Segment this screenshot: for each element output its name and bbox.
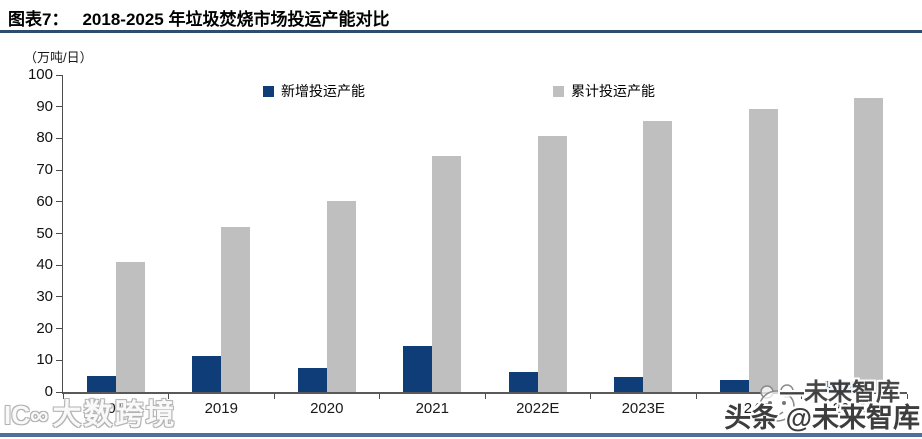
y-axis-tick — [56, 106, 63, 108]
x-axis-tick — [801, 394, 802, 399]
bar-new-capacity-2022E — [508, 372, 538, 392]
bar-cumulative-capacity-2020 — [326, 201, 356, 392]
title-divider — [0, 30, 922, 33]
bar-new-capacity-2023E — [614, 377, 644, 392]
legend-item-new-capacity: 新增投运产能 — [263, 81, 365, 101]
watermark-dashukuajing: IC∞ 大数跨境 — [4, 391, 177, 433]
y-axis-tick-label: 50 — [36, 224, 53, 242]
category-group-2018: 2018 — [63, 75, 169, 417]
y-axis-tick-label: 90 — [36, 97, 53, 115]
y-axis-tick-label: 70 — [36, 161, 53, 179]
dashukuajing-logo-icon: IC∞ — [4, 400, 49, 430]
y-axis-tick-label: 80 — [36, 129, 53, 147]
y-axis-tick-label: 60 — [36, 192, 53, 210]
bar-new-capacity-2021 — [403, 345, 433, 392]
y-axis-tick — [56, 328, 63, 330]
category-group-2024E: 2024E — [696, 75, 802, 417]
y-axis-tick-label: 30 — [36, 287, 53, 305]
y-axis-tick — [56, 233, 63, 234]
x-axis-label-2021: 2021 — [415, 400, 449, 417]
x-axis-tick — [484, 394, 486, 399]
x-axis-label-2023E: 2023E — [621, 400, 665, 417]
bar-new-capacity-2020 — [297, 368, 327, 392]
bar-new-capacity-2019 — [192, 356, 222, 392]
y-axis-tick — [56, 296, 63, 298]
bars-container: 2018 2019 2020 2021 2022E 2023E 2024E 2025E — [63, 75, 908, 417]
category-group-2020: 2020 — [274, 75, 380, 417]
bar-new-capacity-2018 — [86, 376, 116, 392]
bar-cumulative-capacity-2021 — [432, 155, 462, 392]
x-axis-tick — [62, 394, 64, 399]
figure-label: 图表7： — [8, 10, 69, 29]
x-axis-tick — [168, 394, 169, 399]
y-axis-tick-label: 0 — [44, 383, 53, 400]
bar-cumulative-capacity-2018 — [115, 262, 145, 392]
bar-cumulative-capacity-2019 — [221, 226, 251, 392]
category-group-2022E: 2022E — [485, 75, 591, 417]
category-group-2019: 2019 — [169, 75, 275, 417]
x-axis-label-2025E: 2025E — [832, 400, 876, 417]
y-axis-tick — [56, 264, 63, 266]
y-axis-tick — [56, 359, 63, 361]
legend-label-new-capacity: 新增投运产能 — [281, 83, 365, 99]
y-axis-tick — [56, 391, 63, 393]
x-axis-tick — [379, 394, 380, 399]
bar-cumulative-capacity-2022E — [537, 135, 567, 392]
category-group-2023E: 2023E — [591, 75, 697, 417]
x-axis-label-2018: 2018 — [99, 400, 133, 417]
figure-header: 图表7： 2018-2025 年垃圾焚烧市场投运产能对比 — [8, 5, 390, 30]
plot-area: 新增投运产能 累计投运产能 2018 2019 2020 2021 2022E 2023E… — [28, 66, 908, 417]
x-axis-label-2020: 2020 — [310, 400, 344, 417]
y-axis-tick — [56, 74, 63, 76]
x-axis-tick — [273, 394, 275, 399]
y-axis-unit-label: （万吨/日） — [24, 50, 93, 65]
bar-new-capacity-2024E — [719, 379, 749, 392]
bottom-divider — [0, 433, 922, 437]
y-axis-tick — [56, 169, 63, 171]
y-axis-tick-label: 100 — [27, 66, 53, 83]
legend-item-cumulative-capacity: 累计投运产能 — [553, 81, 655, 101]
watermark-dashukuajing-text: 大数跨境 — [52, 399, 177, 431]
x-axis-label-2022E: 2022E — [516, 400, 560, 417]
x-axis-tick — [590, 394, 591, 399]
figure-title: 2018-2025 年垃圾焚烧市场投运产能对比 — [82, 10, 390, 29]
bar-cumulative-capacity-2024E — [748, 108, 778, 392]
y-axis-tick — [56, 201, 63, 203]
watermark-toutiao-future-thinktank: 头条 @未来智库 — [724, 403, 920, 433]
bar-cumulative-capacity-2025E — [854, 97, 884, 392]
legend-swatch-new-capacity — [263, 85, 274, 97]
category-group-2021: 2021 — [380, 75, 486, 417]
category-group-2025E: 2025E — [802, 75, 908, 417]
bar-new-capacity-2025E — [825, 380, 855, 392]
doge-face-icon — [757, 384, 799, 431]
legend-label-cumulative-capacity: 累计投运产能 — [571, 83, 655, 99]
x-axis-tick — [695, 394, 697, 399]
watermark-future-thinktank: —未来智库 — [780, 379, 900, 406]
x-axis-tick — [906, 394, 908, 399]
x-axis-label-2019: 2019 — [204, 400, 238, 417]
y-axis-tick-label: 40 — [36, 256, 53, 274]
bar-cumulative-capacity-2023E — [643, 120, 673, 392]
y-axis-tick — [56, 137, 63, 139]
y-axis-tick-label: 10 — [36, 351, 53, 369]
y-axis-tick-label: 20 — [36, 319, 53, 337]
legend-swatch-cumulative-capacity — [553, 85, 564, 97]
